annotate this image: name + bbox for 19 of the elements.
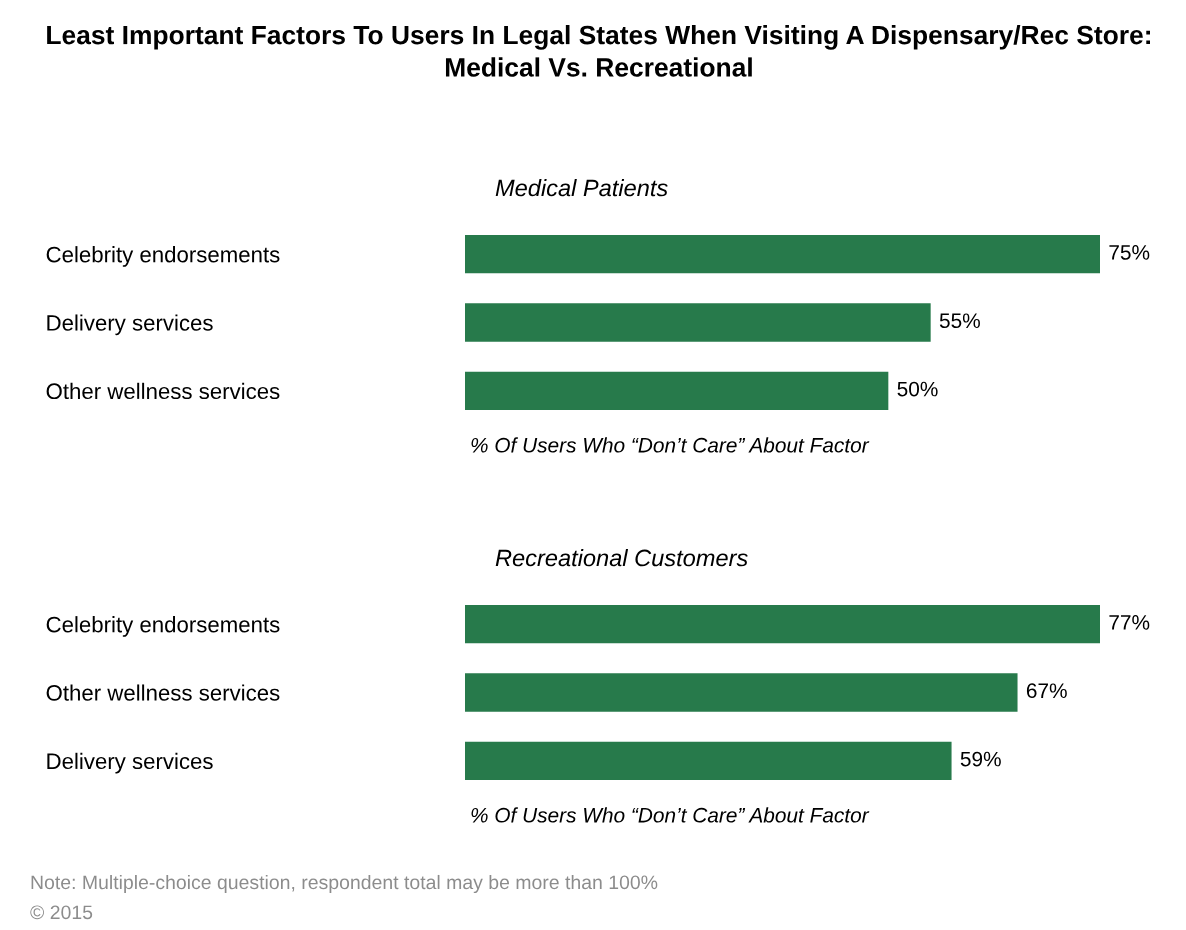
text: © 2015 bbox=[30, 905, 93, 920]
y-tick-label: Delivery services bbox=[47, 314, 213, 336]
data-label: 59% bbox=[960, 751, 1001, 767]
data-label: 67% bbox=[1026, 683, 1067, 699]
chart-subtitle: Medical Patients bbox=[495, 179, 668, 197]
y-tick-label: Celebrity endorsements bbox=[46, 246, 280, 267]
data-label: 75% bbox=[1109, 245, 1150, 260]
chart-title: Least Important Factors To Users In Legal States When Visiting A Dispensary/Rec Store: Medical Vs. Recreational bbox=[47, 25, 1150, 77]
y-tick-label: Other wellness services bbox=[46, 684, 280, 701]
x-axis-title: % Of Users Who “Don’t Care” About Factor bbox=[471, 807, 870, 823]
chart-subtitle: Recreational Customers bbox=[495, 548, 748, 567]
y-tick-label: Delivery services bbox=[47, 752, 213, 774]
data-label: 55% bbox=[939, 313, 980, 329]
x-axis-title: % Of Users Who “Don’t Care” About Factor bbox=[471, 437, 870, 453]
data-label: 50% bbox=[897, 381, 938, 397]
data-label: 77% bbox=[1109, 615, 1150, 630]
text: Note: Multiple-choice question, respondent total may be more than 100% bbox=[31, 874, 658, 894]
y-tick-label: Celebrity endorsements bbox=[46, 616, 280, 637]
y-tick-label: Other wellness services bbox=[46, 382, 280, 400]
